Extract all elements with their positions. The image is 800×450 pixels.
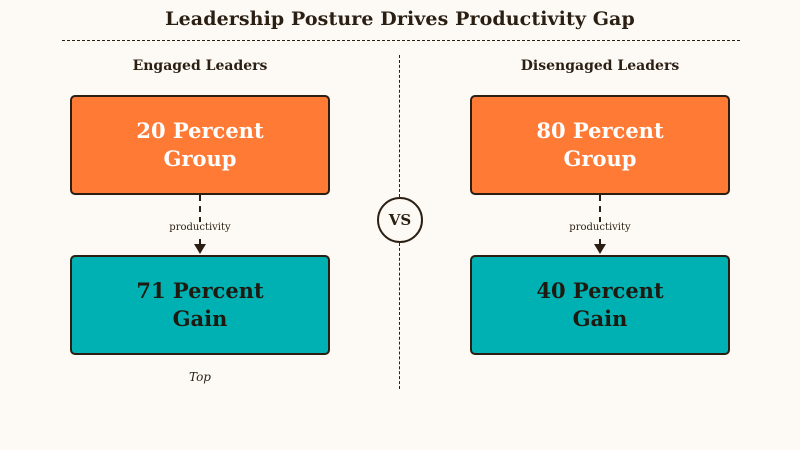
diagram-title: Leadership Posture Drives Productivity G…: [165, 8, 635, 30]
engaged-group-line2: Group: [163, 146, 237, 171]
vs-badge: VS: [377, 197, 423, 243]
engaged-group-box: 20 Percent Group: [70, 95, 330, 195]
engaged-gain-box: 71 Percent Gain: [70, 255, 330, 355]
engaged-arrow-head: [194, 244, 206, 254]
engaged-gain-line1: 71 Percent: [136, 278, 264, 303]
engaged-gain-line2: Gain: [172, 306, 228, 331]
disengaged-gain-line2: Gain: [572, 306, 628, 331]
disengaged-arrow-head: [594, 244, 606, 254]
disengaged-arrow-line: [599, 195, 601, 245]
engaged-group-line1: 20 Percent: [136, 118, 264, 143]
disengaged-edge-label: productivity: [560, 222, 640, 234]
center-divider-bottom: [399, 243, 400, 389]
center-divider-top: [399, 55, 400, 197]
disengaged-group-line1: 80 Percent: [536, 118, 664, 143]
disengaged-group-box: 80 Percent Group: [470, 95, 730, 195]
column-heading-disengaged: Disengaged Leaders: [520, 58, 680, 74]
disengaged-gain-line1: 40 Percent: [536, 278, 664, 303]
column-heading-engaged: Engaged Leaders: [132, 58, 268, 74]
disengaged-gain-box: 40 Percent Gain: [470, 255, 730, 355]
title-divider: [62, 40, 740, 41]
disengaged-group-line2: Group: [563, 146, 637, 171]
engaged-note: Top: [189, 370, 211, 384]
engaged-edge-label: productivity: [160, 222, 240, 234]
engaged-arrow-line: [199, 195, 201, 245]
